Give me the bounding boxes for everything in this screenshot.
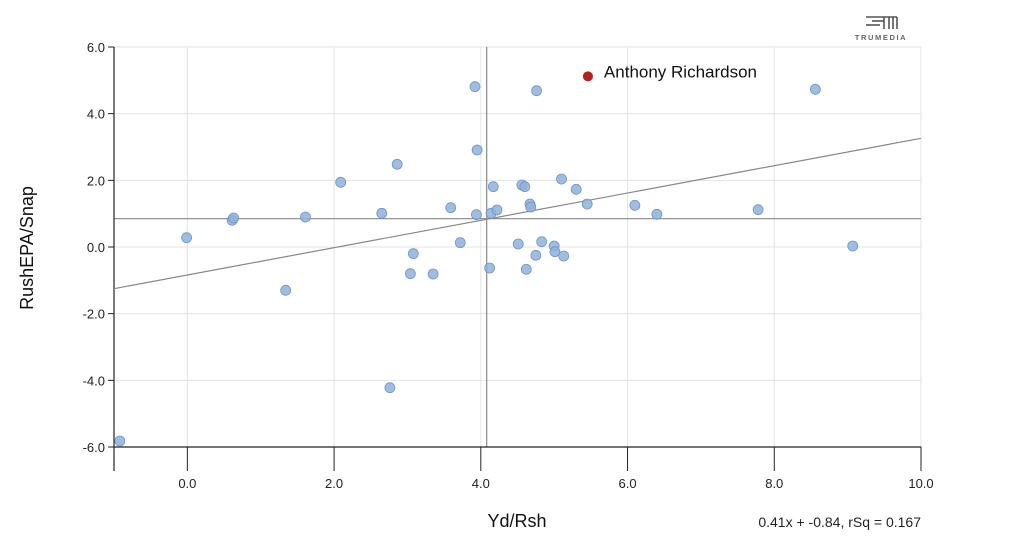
- highlight-point: [582, 71, 593, 82]
- x-tick-label: 2.0: [325, 476, 343, 491]
- y-tick-label: -2.0: [83, 307, 105, 322]
- x-tick-label: 8.0: [765, 476, 783, 491]
- data-point: [300, 211, 311, 223]
- reference-lines: [114, 47, 921, 447]
- data-point: [427, 268, 439, 280]
- data-point: [629, 199, 641, 211]
- data-point: [525, 201, 537, 213]
- x-tick-label: 10.0: [908, 476, 933, 491]
- data-point: [335, 176, 347, 188]
- data-point: [536, 236, 548, 248]
- data-point: [581, 198, 593, 210]
- y-tick-label: 2.0: [87, 173, 105, 188]
- y-axis-title: RushEPA/Snap: [17, 186, 37, 310]
- y-tick-label: -4.0: [83, 373, 105, 388]
- grid-lines: [114, 46, 922, 448]
- data-point: [280, 284, 292, 296]
- x-axis-title: Yd/Rsh: [487, 511, 546, 531]
- data-point: [556, 173, 567, 185]
- data-point: [454, 237, 466, 249]
- highlight-label: Anthony Richardson: [604, 62, 757, 81]
- data-point: [752, 204, 764, 216]
- data-point: [407, 248, 419, 260]
- data-point: [469, 81, 481, 93]
- trendline-group: [113, 137, 922, 290]
- data-points: [114, 71, 859, 447]
- data-point: [847, 240, 859, 252]
- data-point: [558, 250, 570, 262]
- axes: -6.0 -4.0 -2.0 0.0 2.0 4.0 6.0 0.0 2.0 4.0 6.0 8.0 1…: [83, 40, 934, 491]
- data-point: [228, 212, 239, 224]
- x-tick-label: 4.0: [472, 476, 490, 491]
- data-point: [809, 83, 821, 95]
- data-point: [471, 209, 482, 221]
- data-point: [445, 202, 457, 214]
- data-point: [384, 382, 396, 394]
- data-point: [520, 263, 532, 275]
- trumedia-logo-text: TRUMEDIA: [855, 33, 907, 42]
- data-point: [114, 435, 126, 447]
- data-point: [491, 204, 503, 216]
- data-point: [376, 207, 388, 219]
- data-point: [530, 249, 542, 261]
- regression-equation: 0.41x + -0.84, rSq = 0.167: [758, 514, 921, 530]
- data-point: [512, 238, 524, 250]
- data-point: [484, 262, 496, 274]
- data-point: [181, 232, 193, 244]
- y-tick-label: 4.0: [87, 107, 105, 122]
- y-tick-label: 0.0: [87, 240, 105, 255]
- trumedia-logo: TRUMEDIA: [855, 16, 907, 42]
- trendline: [113, 137, 922, 290]
- data-point: [391, 158, 403, 170]
- data-point: [549, 246, 561, 258]
- data-point: [404, 268, 416, 280]
- labels: Anthony Richardson: [604, 62, 757, 81]
- x-tick-label: 6.0: [619, 476, 637, 491]
- data-point: [471, 144, 483, 156]
- y-tick-label: -6.0: [83, 440, 105, 455]
- data-point: [531, 85, 542, 97]
- data-point: [519, 181, 531, 193]
- y-tick-label: 6.0: [87, 40, 105, 55]
- data-point: [651, 208, 663, 220]
- data-point: [570, 183, 582, 195]
- data-point: [487, 181, 499, 193]
- trumedia-logo-icon: [866, 16, 898, 29]
- x-tick-label: 0.0: [178, 476, 196, 491]
